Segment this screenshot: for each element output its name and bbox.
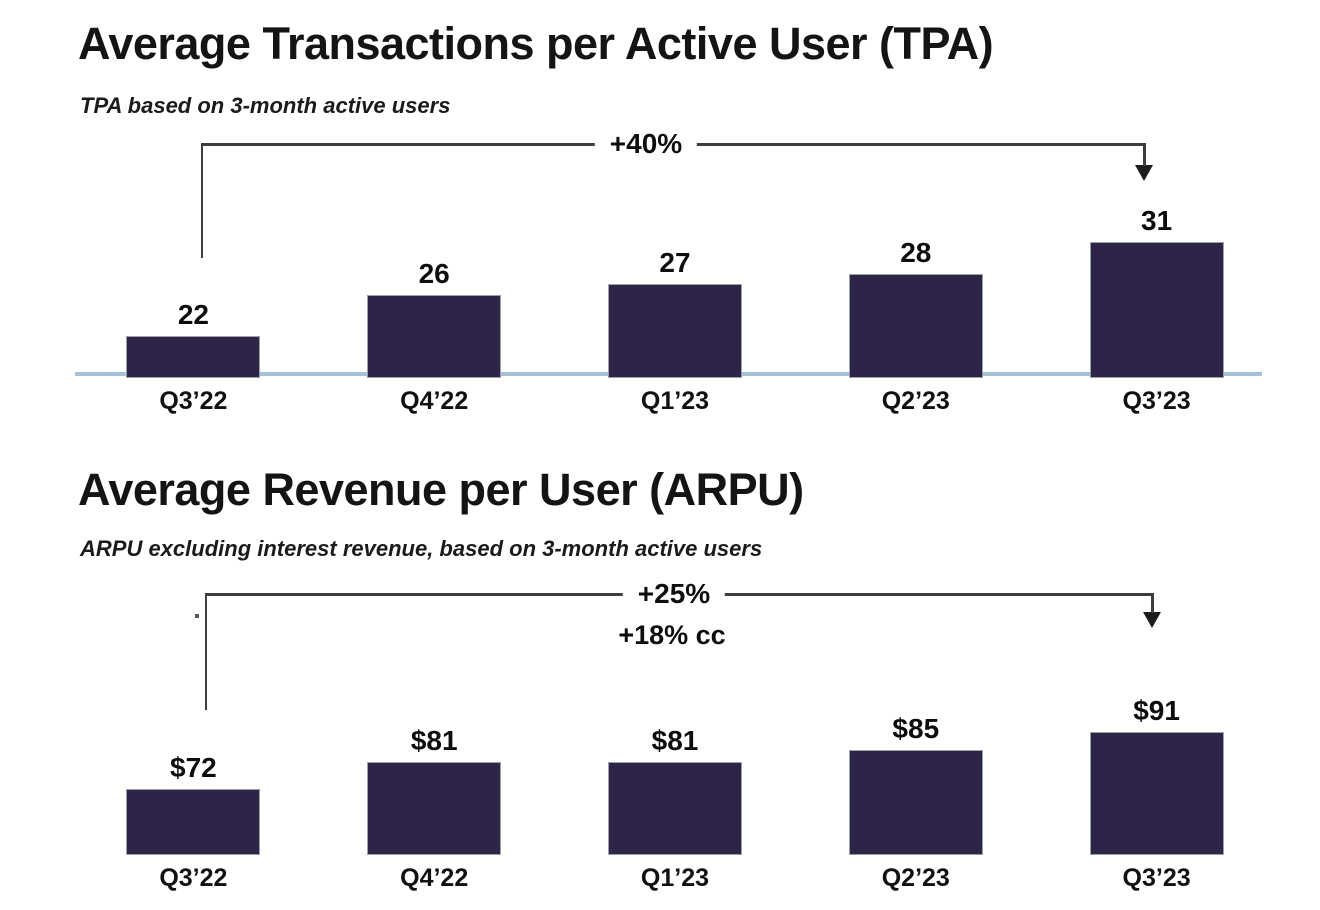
x-tick-label: Q3’22 (159, 387, 228, 415)
bar (1089, 732, 1224, 855)
bar (367, 295, 502, 378)
arpu-growth-label: +25% (622, 578, 726, 610)
arpu-chart-title: Average Revenue per User (ARPU) (78, 464, 804, 515)
x-tick-label: Q2’23 (881, 864, 950, 892)
arpu-growth-bracket-left-drop (205, 593, 207, 710)
tpa-chart-title: Average Transactions per Active User (TP… (78, 18, 994, 69)
arpu-plot-area: $72 Q3’22 $81 Q4’22 $81 Q1’23 $85 Q2’23 $91 Q3’23 (73, 695, 1277, 892)
bar-value-label: 22 (177, 299, 209, 330)
bar (607, 762, 742, 855)
bar-group: 22 Q3’22 (73, 232, 314, 415)
stray-dot-mark (195, 614, 199, 618)
tpa-growth-label: +40% (594, 128, 698, 160)
bar (607, 284, 742, 378)
arpu-growth-bracket-right-drop (1151, 593, 1154, 613)
bar-group: $81 Q1’23 (555, 725, 796, 892)
tpa-growth-bracket-left-drop (201, 143, 203, 258)
down-arrow-icon (1143, 612, 1161, 628)
bar-group: 28 Q2’23 (795, 232, 1036, 415)
tpa-growth-bracket-right-drop (1143, 143, 1146, 166)
bar-group: 26 Q4’22 (314, 232, 555, 415)
down-arrow-icon (1135, 165, 1153, 181)
bar (848, 274, 983, 378)
bar-group: 27 Q1’23 (555, 232, 796, 415)
bar-value-label: 28 (900, 237, 932, 268)
bar-value-label: $85 (892, 713, 940, 744)
bar-value-label: 31 (1141, 205, 1173, 236)
bar-value-label: 27 (659, 247, 691, 278)
x-tick-label: Q1’23 (640, 864, 710, 892)
x-tick-label: Q4’22 (400, 387, 469, 415)
bar-value-label: $72 (170, 752, 217, 783)
arpu-growth-cc-label: +18% cc (618, 620, 726, 650)
bar-group: $81 Q4’22 (314, 725, 555, 892)
bar (848, 750, 983, 855)
bar-group: $85 Q2’23 (795, 713, 1036, 892)
bar-value-label: 26 (418, 258, 450, 289)
arpu-chart-subtitle: ARPU excluding interest revenue, based o… (80, 536, 763, 561)
bar-value-label: $81 (410, 725, 458, 756)
x-tick-label: Q1’23 (640, 387, 710, 415)
x-tick-label: Q3’23 (1122, 864, 1191, 892)
x-tick-label: Q3’22 (159, 864, 228, 892)
bar (1089, 242, 1224, 378)
bar-value-label: $91 (1133, 695, 1180, 726)
x-tick-label: Q4’22 (400, 864, 469, 892)
bar-group: 31 Q3’23 (1036, 205, 1277, 415)
tpa-chart-subtitle: TPA based on 3-month active users (80, 93, 451, 118)
bar-group: $72 Q3’22 (73, 729, 314, 892)
tpa-plot-area: 22 Q3’22 26 Q4’22 27 Q1’23 28 Q2’23 31 Q3’23 (73, 205, 1277, 415)
bar (126, 789, 261, 855)
x-tick-label: Q2’23 (881, 387, 950, 415)
x-tick-label: Q3’23 (1122, 387, 1191, 415)
bar (126, 336, 261, 378)
bar-group: $91 Q3’23 (1036, 695, 1277, 892)
bar-value-label: $81 (651, 725, 699, 756)
bar (367, 762, 502, 855)
